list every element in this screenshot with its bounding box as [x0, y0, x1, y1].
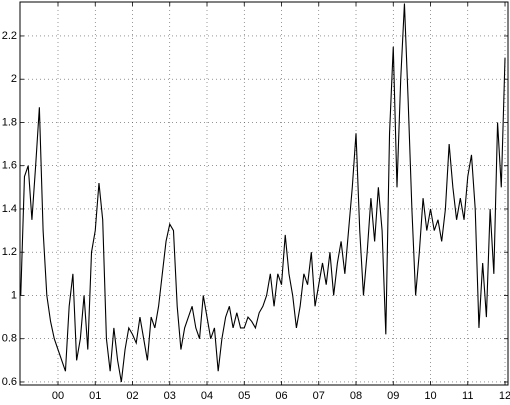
- x-tick-label: 08: [350, 390, 362, 402]
- x-tick-label: 04: [201, 390, 213, 402]
- x-tick-label: 12: [499, 390, 510, 402]
- y-tick-label: 2: [11, 73, 17, 85]
- x-tick-label: 10: [424, 390, 436, 402]
- y-tick-label: 0.6: [2, 376, 17, 388]
- data-line: [20, 3, 506, 383]
- x-tick-label: 01: [89, 390, 101, 402]
- x-tick-label: 09: [387, 390, 399, 402]
- y-tick-label: 1.8: [2, 116, 17, 128]
- x-tick-label: 06: [275, 390, 287, 402]
- x-tick-label: 05: [238, 390, 250, 402]
- y-tick-label: 1.2: [2, 246, 17, 258]
- x-tick-label: 07: [313, 390, 325, 402]
- plot-frame: [19, 1, 509, 386]
- y-tick-label: 1.6: [2, 160, 17, 172]
- x-tick-label: 11: [462, 390, 473, 402]
- x-tick-label: 03: [164, 390, 176, 402]
- x-tick-label: 02: [126, 390, 138, 402]
- y-tick-label: 0.8: [2, 333, 17, 345]
- y-tick-label: 1: [11, 289, 17, 301]
- y-tick-label: 1.4: [2, 203, 17, 215]
- x-tick-label: 00: [52, 390, 64, 402]
- y-tick-label: 2.2: [2, 30, 17, 42]
